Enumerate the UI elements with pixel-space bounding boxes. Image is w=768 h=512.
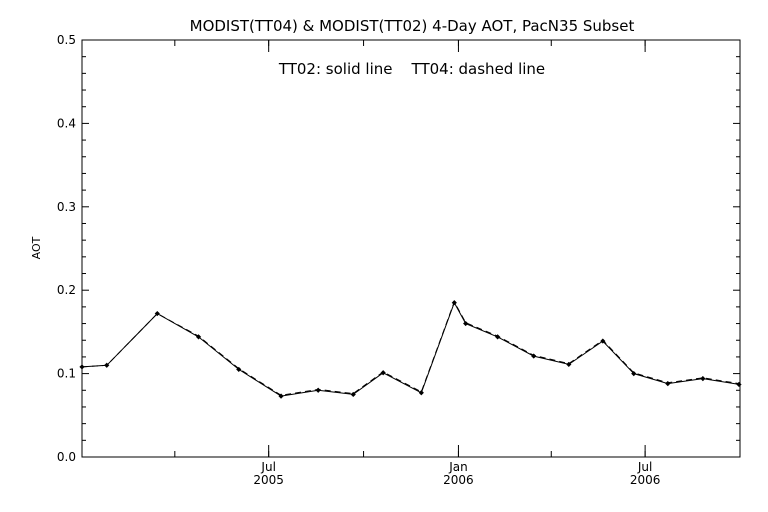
data-point-tt04 xyxy=(567,361,571,366)
data-point-tt04 xyxy=(155,311,159,316)
y-tick-label: 0.2 xyxy=(57,283,76,297)
data-point-tt04 xyxy=(419,390,423,394)
y-tick-label: 0.3 xyxy=(57,200,76,214)
data-point-tt04 xyxy=(237,366,241,371)
series-line-tt04 xyxy=(81,300,740,396)
data-point-tt04 xyxy=(196,334,201,338)
data-point-tt04 xyxy=(737,382,741,386)
series-layer xyxy=(79,300,742,399)
data-point-tt04 xyxy=(351,392,355,396)
x-tick-month-label: Jan xyxy=(448,460,468,474)
data-point-tt04 xyxy=(105,363,109,367)
data-point-tt04 xyxy=(532,353,536,357)
x-tick-year-label: 2006 xyxy=(443,473,474,487)
y-tick-label: 0.5 xyxy=(57,33,76,47)
x-tick-year-label: 2006 xyxy=(630,473,661,487)
chart-title: MODIST(TT04) & MODIST(TT02) 4-Day AOT, P… xyxy=(190,17,635,35)
data-point-tt04 xyxy=(496,334,500,338)
x-tick-month-label: Jul xyxy=(637,460,652,474)
y-axis-label: AOT xyxy=(30,236,43,259)
data-point-tt04 xyxy=(316,387,320,392)
data-point-tt04 xyxy=(701,376,705,380)
data-point-tt04 xyxy=(464,321,468,325)
data-point-tt04 xyxy=(452,300,456,304)
y-tick-label: 0.0 xyxy=(57,450,76,464)
plot-frame xyxy=(81,39,741,458)
data-point-tt04 xyxy=(666,381,670,385)
line-style-annotation: TT02: solid line TT04: dashed line xyxy=(278,60,545,78)
data-point-tt04 xyxy=(632,371,636,375)
data-point-tt04 xyxy=(381,370,385,374)
data-point-tt04 xyxy=(601,338,605,342)
x-tick-year-label: 2005 xyxy=(253,473,284,487)
series-line-tt02 xyxy=(81,301,740,397)
data-point-tt04 xyxy=(80,365,84,369)
data-point-tt04 xyxy=(279,393,283,397)
y-tick-label: 0.1 xyxy=(57,367,76,381)
y-tick-label: 0.4 xyxy=(57,116,76,130)
x-tick-month-label: Jul xyxy=(260,460,275,474)
